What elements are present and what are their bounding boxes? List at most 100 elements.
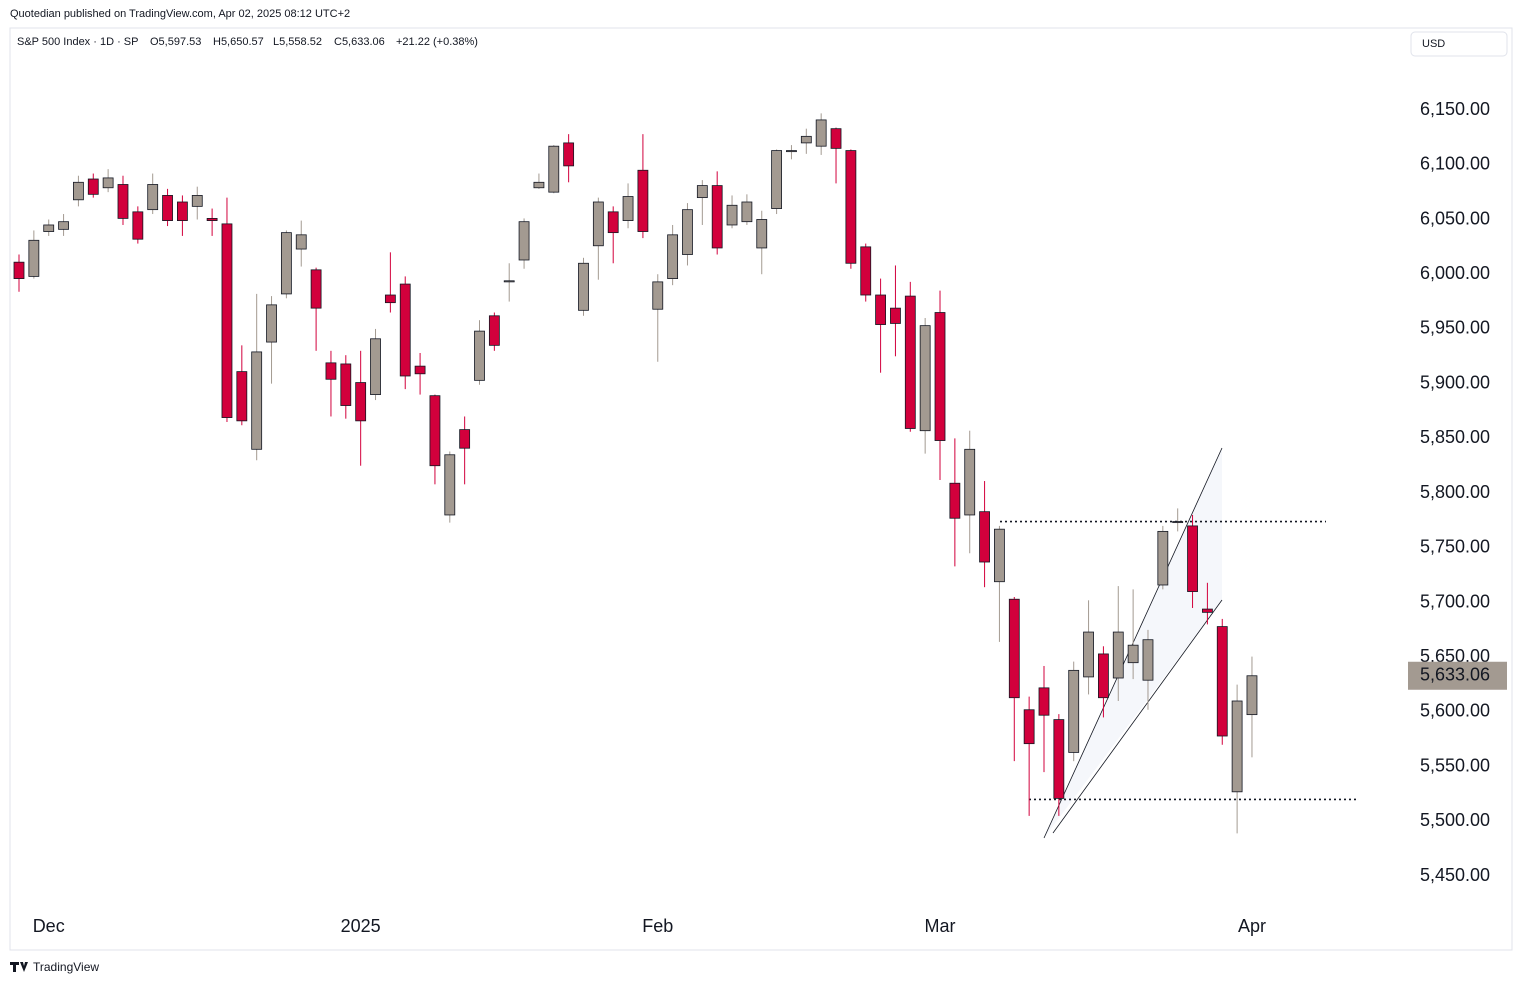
candle-body	[548, 145, 560, 193]
candle-body	[459, 429, 471, 449]
candle-body	[786, 150, 797, 153]
candle-body	[1187, 525, 1198, 592]
currency[interactable]: USD	[1422, 38, 1445, 50]
y-tick-label: 5,800.00	[1420, 482, 1490, 502]
candle-body	[1098, 653, 1109, 699]
candle-body	[1216, 626, 1228, 737]
candle-body	[474, 330, 485, 381]
x-tick-label: Feb	[642, 916, 673, 936]
candle-body	[43, 224, 55, 232]
candle-body	[800, 135, 812, 144]
candle-body	[726, 204, 738, 226]
symbol: S&P 500 Index · 1D · SP	[17, 36, 138, 48]
candle-body	[592, 201, 604, 247]
candle-body	[994, 528, 1005, 583]
candle-body	[563, 142, 575, 167]
candle-body	[979, 511, 990, 563]
candle-body	[251, 351, 263, 450]
brand-logo	[10, 962, 28, 972]
candle-body	[340, 363, 352, 406]
chart-frame	[9, 27, 1513, 951]
candle-body	[399, 283, 411, 377]
x-tick-label: Mar	[925, 916, 956, 936]
currency-button[interactable]	[1410, 31, 1508, 57]
y-tick-label: 5,650.00	[1420, 646, 1490, 666]
candle-body	[904, 295, 916, 429]
candle-body	[429, 395, 441, 467]
candle-body	[1023, 709, 1035, 745]
candle-body	[652, 281, 664, 310]
candle-body	[310, 269, 322, 309]
candle-body	[28, 239, 40, 277]
candle-body	[1083, 631, 1094, 678]
candle-body	[162, 195, 173, 221]
candle-body	[815, 119, 827, 147]
y-tick-label: 5,600.00	[1420, 701, 1490, 721]
ohlc-change: +21.22 (+0.38%)	[396, 36, 478, 48]
candle-body	[325, 362, 337, 380]
candle-body	[771, 150, 783, 209]
brand: TradingView	[33, 960, 99, 974]
candle-body	[370, 338, 381, 395]
ohlc-open: O5,597.53	[150, 36, 201, 48]
candle-body	[1127, 644, 1139, 664]
x-tick-label: Dec	[33, 916, 65, 936]
candle-body	[875, 294, 886, 325]
candle-body	[1202, 608, 1213, 613]
candle-body	[102, 177, 114, 189]
candle-body	[890, 307, 901, 324]
candle-body	[607, 211, 619, 234]
ohlc-high: H5,650.57	[213, 36, 264, 48]
ohlc-low: L5,558.52	[273, 36, 322, 48]
candle-body	[919, 325, 931, 432]
candle-body	[117, 184, 129, 219]
y-tick-label: 6,050.00	[1420, 208, 1490, 228]
candle-body	[1142, 639, 1154, 681]
candle-body	[87, 178, 99, 195]
candle-body	[1246, 675, 1258, 716]
candle-body	[1008, 598, 1020, 699]
candle-body	[177, 201, 188, 221]
candle-body	[488, 315, 500, 346]
candle-body	[1068, 669, 1080, 753]
candle-body	[741, 201, 753, 223]
candle-body	[637, 169, 649, 232]
candle-body	[1112, 631, 1124, 679]
candle-body	[414, 365, 426, 375]
candle-body	[444, 454, 456, 516]
y-tick-label: 5,950.00	[1420, 318, 1490, 338]
candle-body	[147, 184, 159, 211]
ohlc-close: C5,633.06	[334, 36, 385, 48]
candle-body	[1038, 687, 1050, 716]
candle-body	[845, 150, 857, 264]
candle-body	[1157, 530, 1169, 586]
candle-body	[295, 234, 307, 250]
candle-body	[1231, 700, 1243, 793]
candle-body	[696, 185, 708, 199]
candle-body	[949, 482, 961, 519]
candle-body	[667, 234, 679, 279]
y-tick-label: 5,550.00	[1420, 755, 1490, 775]
candle-body	[830, 128, 842, 149]
candle-body	[682, 209, 693, 255]
x-tick-label: Apr	[1238, 916, 1266, 936]
candle-body	[206, 218, 218, 221]
candle-body	[964, 448, 976, 516]
candle-body	[355, 382, 367, 422]
last-price-label: 5,633.06	[1420, 665, 1490, 685]
candle-body	[384, 294, 396, 304]
candle-body	[860, 246, 872, 296]
candle-body	[711, 185, 723, 249]
candle-body	[756, 219, 768, 249]
channel-lower	[1052, 599, 1223, 834]
y-tick-label: 5,450.00	[1420, 865, 1490, 885]
candle-body	[280, 232, 292, 295]
candle-body	[132, 211, 144, 240]
y-tick-label: 5,900.00	[1420, 372, 1490, 392]
candle-body	[518, 221, 530, 261]
candle-body	[1053, 719, 1065, 799]
candle-body	[58, 221, 69, 230]
y-tick-label: 5,700.00	[1420, 591, 1490, 611]
y-tick-label: 5,500.00	[1420, 810, 1490, 830]
